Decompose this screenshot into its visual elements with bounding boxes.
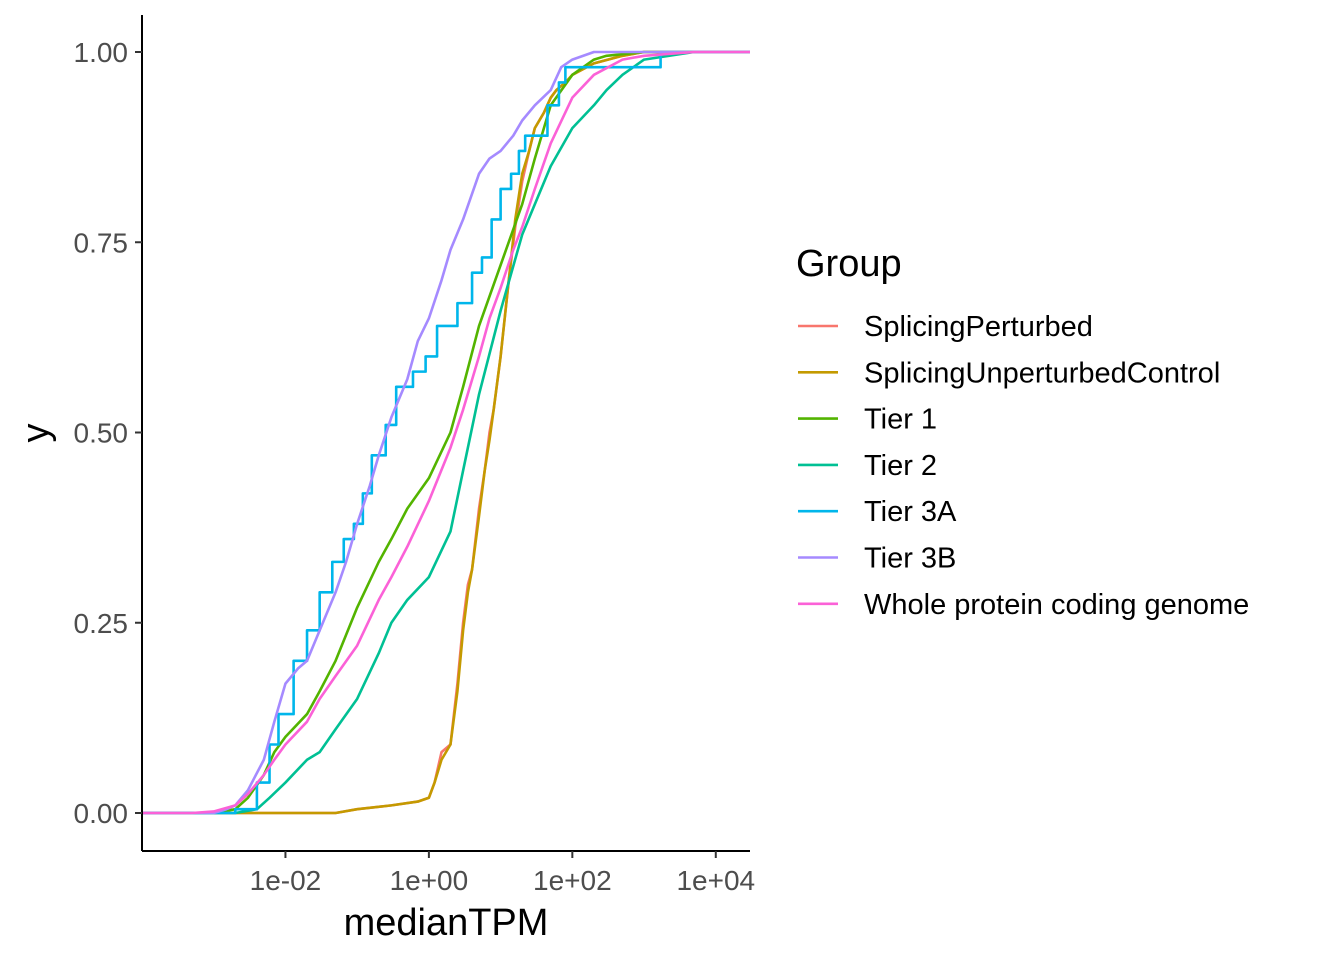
series-line-3 <box>142 50 750 815</box>
series-line-5 <box>142 50 750 815</box>
y-tick-label-3: 0.75 <box>74 227 129 258</box>
legend-label-6: Whole protein coding genome <box>864 589 1249 621</box>
series-line-1 <box>142 50 750 815</box>
series-line-6 <box>142 50 750 815</box>
y-tick-label-1: 0.25 <box>74 608 129 639</box>
series-line-2 <box>142 50 750 815</box>
legend-items: SplicingPerturbed SplicingUnperturbedCont… <box>798 311 1249 621</box>
y-axis-title: y <box>15 424 57 443</box>
y-tick-label-0: 0.00 <box>74 798 129 829</box>
legend-label-3: Tier 2 <box>864 450 937 482</box>
legend-label-2: Tier 1 <box>864 404 937 436</box>
legend-label-1: SplicingUnperturbedControl <box>864 357 1220 389</box>
y-tick-label-4: 1.00 <box>74 37 129 68</box>
y-axis-ticks: 0.00 0.25 0.50 0.75 1.00 <box>74 37 142 829</box>
series-line-4 <box>142 50 750 815</box>
legend: Group SplicingPerturbed SplicingUnperturb… <box>796 243 1249 621</box>
x-axis-title: medianTPM <box>344 902 549 944</box>
legend-title: Group <box>796 243 902 285</box>
legend-label-0: SplicingPerturbed <box>864 311 1093 343</box>
x-tick-label-2: 1e+02 <box>533 865 612 896</box>
y-tick-label-2: 0.50 <box>74 418 129 449</box>
plot-lines <box>142 50 750 815</box>
x-tick-label-1: 1e+00 <box>390 865 469 896</box>
legend-label-5: Tier 3B <box>864 543 956 575</box>
legend-label-4: Tier 3A <box>864 496 957 528</box>
series-line-0 <box>142 50 750 815</box>
x-tick-label-0: 1e-02 <box>250 865 322 896</box>
x-tick-label-3: 1e+04 <box>676 865 755 896</box>
x-axis-ticks: 1e-02 1e+00 1e+02 1e+04 <box>250 851 755 896</box>
